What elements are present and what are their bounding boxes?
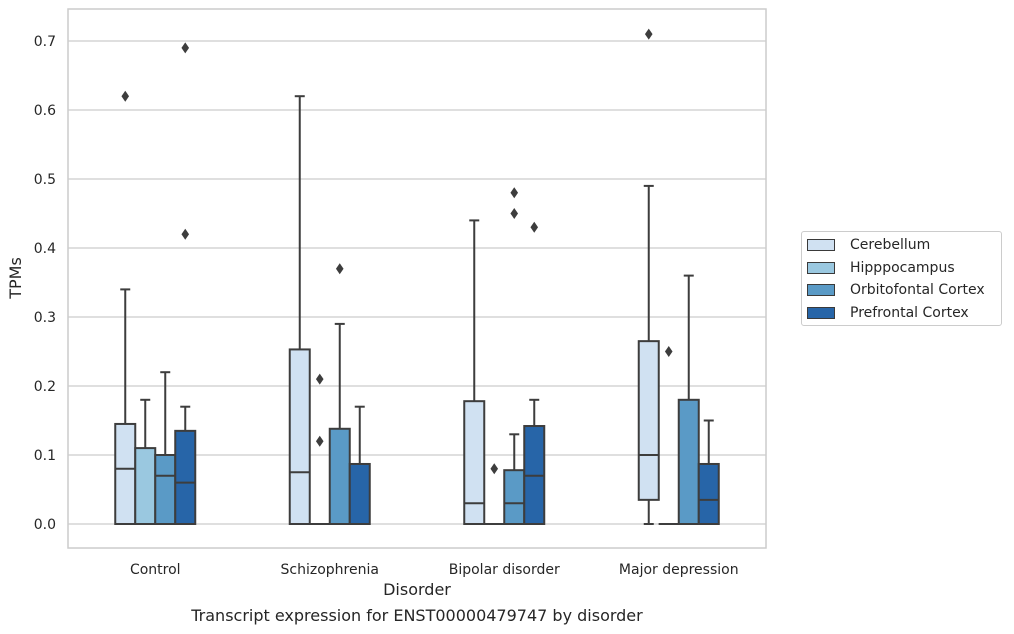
- series-group: [174, 42, 720, 526]
- legend-label: Cerebellum: [850, 237, 931, 253]
- x-tick-label: Major depression: [619, 562, 739, 578]
- series-group: [154, 187, 700, 525]
- x-tick-label: Bipolar disorder: [449, 562, 560, 578]
- legend-item-orbitofrontal-cortex: Orbitofontal Cortex: [807, 281, 985, 299]
- y-tick-label: 0.1: [34, 448, 56, 464]
- outlier-point: [121, 90, 130, 102]
- box: [677, 398, 700, 525]
- x-tick-label: Control: [130, 562, 181, 578]
- series-group: [134, 346, 679, 526]
- legend-label: Orbitofontal Cortex: [850, 282, 985, 298]
- outlier-point: [181, 228, 190, 240]
- outlier-point: [510, 187, 519, 199]
- outlier-point: [335, 263, 344, 275]
- box: [328, 427, 351, 525]
- plot-frame: [67, 8, 767, 549]
- box-series: [114, 28, 720, 526]
- legend-label: Prefrontal Cortex: [850, 305, 969, 321]
- box: [503, 469, 526, 525]
- box: [697, 462, 720, 525]
- legend-item-hippocampus: Hipppocampus: [807, 259, 955, 277]
- outlier-point: [530, 221, 539, 233]
- y-tick-label: 0.5: [34, 172, 56, 188]
- legend-item-prefrontal-cortex: Prefrontal Cortex: [807, 304, 969, 322]
- box: [174, 429, 197, 526]
- outlier-point: [315, 435, 324, 447]
- x-tick-label: Schizophrenia: [281, 562, 379, 578]
- outlier-point: [644, 28, 653, 40]
- y-tick-label: 0.7: [34, 34, 56, 50]
- y-tick-label: 0.0: [34, 517, 56, 533]
- x-tick-labels: Control Schizophrenia Bipolar disorder Majo…: [130, 562, 739, 578]
- outlier-point: [664, 346, 673, 357]
- legend-swatch: [807, 307, 835, 319]
- y-tick-label: 0.4: [34, 241, 56, 257]
- grid-lines: [68, 40, 766, 525]
- box: [348, 462, 371, 525]
- box: [134, 447, 157, 526]
- outlier-point: [490, 463, 499, 475]
- series-group: [114, 28, 660, 526]
- box: [288, 348, 311, 525]
- legend-label: Hipppocampus: [850, 260, 955, 276]
- y-tick-label: 0.2: [34, 379, 56, 395]
- chart-caption: Transcript expression for ENST0000047974…: [191, 606, 643, 625]
- y-tick-label: 0.3: [34, 310, 56, 326]
- legend-swatch: [807, 262, 835, 274]
- legend-item-cerebellum: Cerebellum: [807, 236, 930, 254]
- legend-swatch: [807, 284, 835, 296]
- box: [463, 400, 486, 525]
- legend: Cerebellum Hipppocampus Orbitofontal Cor…: [801, 231, 1002, 326]
- box: [114, 422, 137, 526]
- outlier-point: [315, 373, 324, 385]
- legend-swatch: [807, 239, 835, 251]
- box: [637, 340, 660, 501]
- x-axis-label: Disorder: [383, 580, 451, 599]
- y-tick-label: 0.6: [34, 103, 56, 119]
- y-tick-labels: 0.0 0.1 0.2 0.3 0.4 0.5 0.6 0.7: [34, 34, 56, 533]
- outlier-point: [181, 42, 190, 54]
- box: [154, 454, 177, 525]
- y-axis-label: TPMs: [6, 257, 25, 300]
- outlier-point: [510, 208, 519, 219]
